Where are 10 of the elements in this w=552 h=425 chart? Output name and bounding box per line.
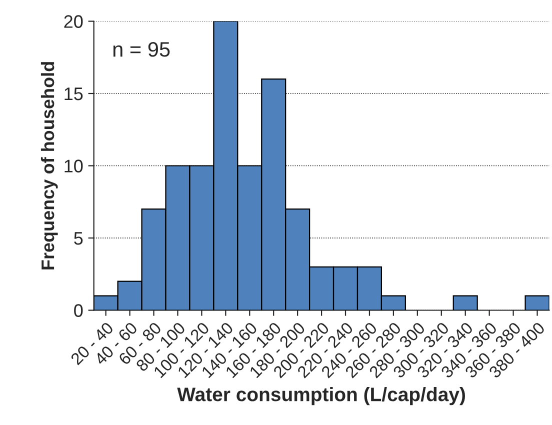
y-tick-label: 10	[64, 160, 83, 172]
bar	[524, 295, 550, 310]
y-tick-label: 20	[64, 15, 83, 28]
x-axis-title: Water consumption (L/cap/day)	[177, 387, 465, 406]
y-tick-label: 5	[74, 232, 83, 245]
y-axis-title: Frequency of household	[40, 62, 58, 270]
bar	[452, 295, 478, 310]
y-tick-label: 15	[64, 88, 83, 100]
annotation: n = 95	[113, 42, 170, 57]
y-tick-label: 0	[74, 304, 83, 317]
